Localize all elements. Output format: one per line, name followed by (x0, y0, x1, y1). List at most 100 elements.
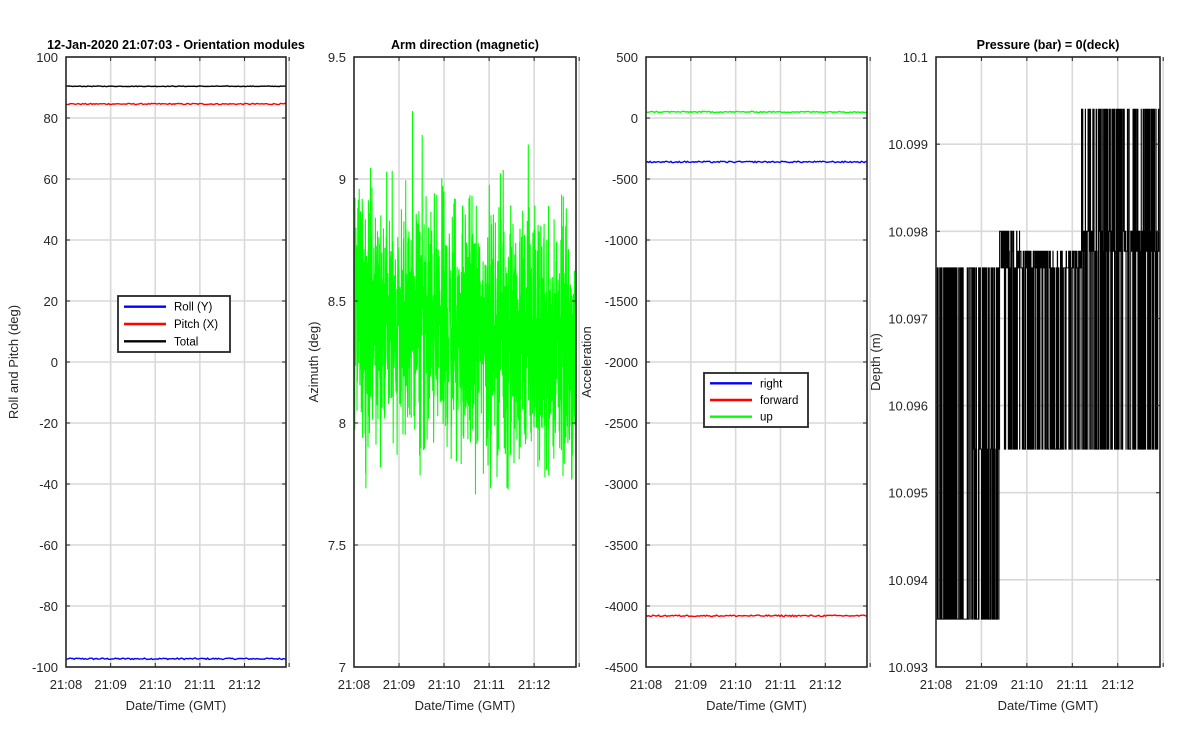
panel-4: 21:08 21:09 21:10 21:11 21:12 10.093 10.094 10.… (868, 38, 1164, 713)
y-tick-label: 10.095 (888, 486, 928, 501)
y-tick-label: -20 (39, 416, 58, 431)
data-lines (645, 110, 868, 618)
x-tick-label: 21:10 (719, 677, 752, 692)
x-tick-label: 21:09 (965, 677, 998, 692)
panel-3: 21:08 21:09 21:10 21:11 21:12 -4500 -4000 -3500… (579, 50, 871, 713)
x-tick-label: 21:08 (630, 677, 663, 692)
y-tick-label: -40 (39, 477, 58, 492)
legend-label: Pitch (X) (174, 319, 218, 331)
y-tick-label: 20 (44, 294, 58, 309)
y-tick-label: -80 (39, 599, 58, 614)
y-tick-label: -100 (32, 660, 58, 675)
x-tick-label: 21:09 (675, 677, 708, 692)
data-lines (935, 108, 1161, 620)
axes-box (935, 56, 1161, 668)
y-tick-label: 7 (339, 660, 346, 675)
y-tick-label: 10.097 (888, 311, 928, 326)
y-tick-label: 0 (51, 355, 58, 370)
y-tick-label: 7.5 (328, 538, 346, 553)
series-line-roll-y (65, 657, 287, 661)
chart-title: Arm direction (magnetic) (391, 38, 539, 52)
y-tick-label: -4500 (605, 660, 638, 675)
y-tick-label: 10.099 (888, 137, 928, 152)
y-tick-label: 100 (36, 50, 58, 65)
x-tick-label: 21:12 (228, 677, 261, 692)
series-line-up (645, 110, 868, 114)
series-line-azimuth (353, 111, 577, 495)
legend-label: up (760, 412, 773, 424)
x-tick-label: 21:11 (473, 677, 505, 692)
y-tick-label: 9.5 (328, 50, 346, 65)
y-axis-label: Azimuth (deg) (306, 322, 321, 403)
legend-label: forward (760, 395, 798, 407)
y-tick-label: 0 (631, 111, 638, 126)
legend-label: Roll (Y) (174, 302, 213, 314)
x-tick-label: 21:08 (920, 677, 953, 692)
chart-title: Pressure (bar) = 0(deck) (977, 38, 1120, 52)
y-tick-label: 500 (616, 50, 638, 65)
x-tick-label: 21:08 (50, 677, 83, 692)
ticks: 21:08 21:09 21:10 21:11 21:12 -100 -80 -60 -40 -2… (32, 50, 290, 692)
panel-1: 21:08 21:09 21:10 21:11 21:12 -100 -80 -60 -40 -2… (6, 38, 305, 713)
ticks: 21:08 21:09 21:10 21:11 21:12 10.093 10.094 10.… (888, 50, 1164, 692)
y-tick-label: -3000 (605, 477, 638, 492)
y-tick-label: 10.096 (888, 399, 928, 414)
x-tick-label: 21:12 (1101, 677, 1134, 692)
x-tick-label: 21:12 (809, 677, 842, 692)
ticks: 21:08 21:09 21:10 21:11 21:12 7 7.5 8 8.5 9 9.5 (328, 50, 580, 692)
x-axis-label: Date/Time (GMT) (998, 698, 1099, 713)
y-tick-label: 60 (44, 172, 58, 187)
y-tick-label: -2500 (605, 416, 638, 431)
x-axis-label: Date/Time (GMT) (415, 698, 516, 713)
legend-label: Total (174, 336, 198, 348)
y-axis-label: Acceleration (579, 326, 594, 398)
x-tick-label: 21:12 (518, 677, 551, 692)
grid (66, 56, 290, 668)
data-lines (353, 111, 577, 495)
y-tick-label: -2000 (605, 355, 638, 370)
y-tick-label: 8 (339, 416, 346, 431)
x-tick-label: 21:11 (184, 677, 216, 692)
x-axis-label: Date/Time (GMT) (706, 698, 807, 713)
x-tick-label: 21:10 (428, 677, 461, 692)
chart-title: 12-Jan-2020 21:07:03 - Orientation modul… (47, 38, 305, 52)
series-line-total (66, 85, 287, 88)
ticks: 21:08 21:09 21:10 21:11 21:12 -4500 -4000 -3500… (605, 50, 871, 692)
x-tick-label: 21:10 (1011, 677, 1044, 692)
legend-label: right (760, 378, 783, 390)
y-tick-label: 9 (339, 172, 346, 187)
x-tick-label: 21:08 (338, 677, 371, 692)
y-tick-label: -500 (612, 172, 638, 187)
axes-box (353, 56, 577, 668)
y-tick-label: 80 (44, 111, 58, 126)
data-lines (65, 85, 287, 661)
series-line-pitch-x (66, 102, 287, 106)
legend: Roll (Y) Pitch (X) Total (117, 295, 231, 353)
x-tick-label: 21:11 (1057, 677, 1089, 692)
series-line-forward (645, 614, 868, 618)
x-tick-label: 21:09 (383, 677, 416, 692)
y-tick-label: -1000 (605, 233, 638, 248)
legend: right forward up (703, 372, 809, 428)
y-tick-label: -1500 (605, 294, 638, 309)
y-tick-label: -3500 (605, 538, 638, 553)
panel-2: 21:08 21:09 21:10 21:11 21:12 7 7.5 8 8.5 9 9.5 Arm… (306, 38, 580, 713)
series-line-right (645, 160, 868, 164)
x-tick-label: 21:11 (765, 677, 797, 692)
y-axis-label: Roll and Pitch (deg) (6, 305, 21, 419)
y-tick-label: 10.098 (888, 224, 928, 239)
y-tick-label: 40 (44, 233, 58, 248)
y-tick-label: 10.093 (888, 660, 928, 675)
y-tick-label: -60 (39, 538, 58, 553)
y-tick-label: 10.094 (888, 573, 928, 588)
x-tick-label: 21:09 (94, 677, 127, 692)
y-tick-label: 10.1 (903, 50, 928, 65)
y-tick-label: 8.5 (328, 294, 346, 309)
y-axis-label: Depth (m) (868, 333, 883, 391)
y-tick-label: -4000 (605, 599, 638, 614)
series-line-depth (935, 108, 1161, 620)
x-tick-label: 21:10 (139, 677, 172, 692)
x-axis-label: Date/Time (GMT) (126, 698, 227, 713)
